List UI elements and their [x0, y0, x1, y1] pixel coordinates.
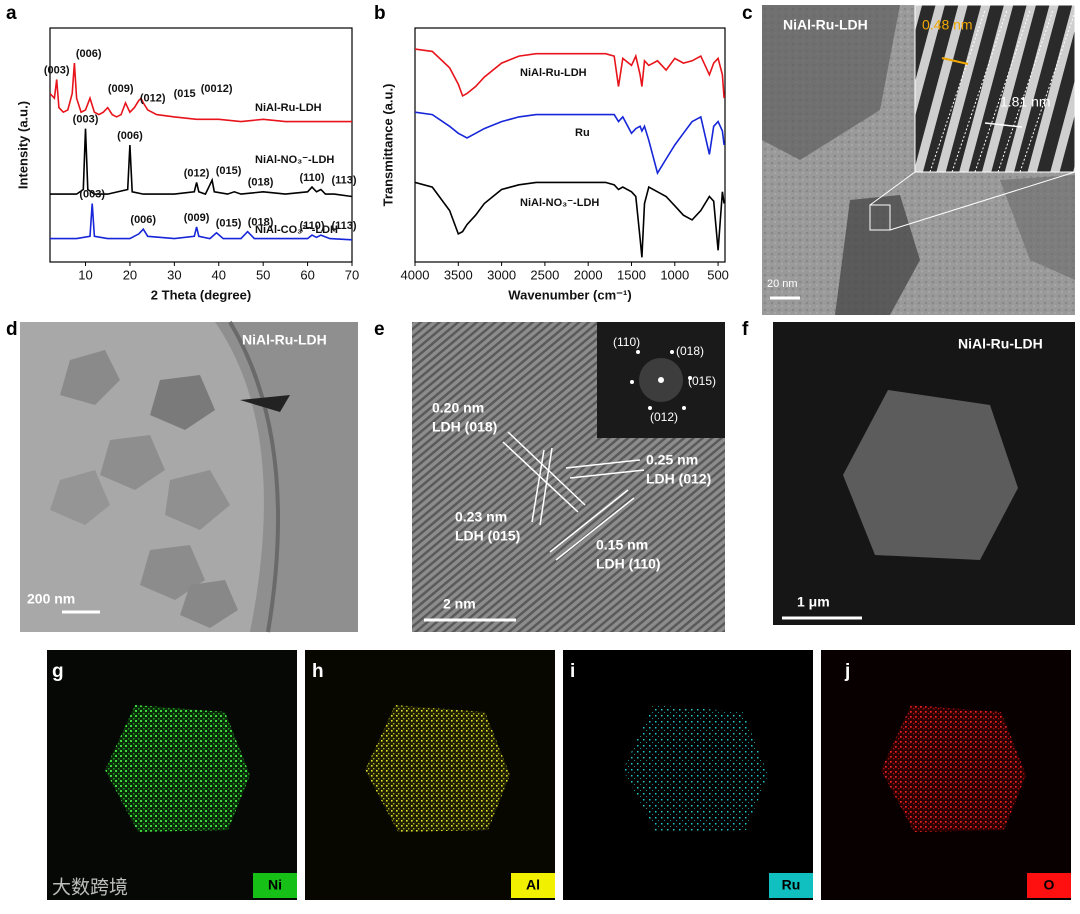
- panel-letter: g: [52, 661, 64, 682]
- fringe-plane: LDH (018): [432, 419, 497, 435]
- peak-label: (018): [248, 177, 274, 189]
- scale-label: 1 μm: [797, 594, 830, 610]
- panel-letter: c: [742, 3, 753, 24]
- panel-letter: d: [6, 319, 18, 340]
- series-label: NiAl-Ru-LDH: [255, 102, 322, 114]
- x-tick-label: 1500: [617, 267, 646, 282]
- x-tick-label: 3000: [487, 267, 516, 282]
- y-axis-title: Transmittance (a.u.): [380, 84, 395, 207]
- x-tick-label: 3500: [444, 267, 473, 282]
- fringe-plane: LDH (012): [646, 471, 711, 487]
- element-label: Ni: [268, 877, 282, 893]
- peak-label: (003): [44, 64, 70, 76]
- plot-frame: [414, 27, 726, 263]
- x-tick-label: 10: [78, 267, 92, 282]
- data-line: [415, 48, 725, 99]
- peak-label: (006): [130, 214, 156, 226]
- series-label: NiAl-NO₃⁻-LDH: [255, 154, 334, 166]
- series-label: Ru: [575, 127, 590, 139]
- x-tick-label: 60: [300, 267, 314, 282]
- eds-map: i Ru: [563, 650, 813, 900]
- fringe-plane: LDH (015): [455, 528, 520, 544]
- eds-map: j O: [821, 650, 1071, 900]
- peak-label: (003): [73, 114, 99, 126]
- plot-frame: [49, 27, 353, 263]
- peak-label: (012): [140, 92, 166, 104]
- series-label: NiAl-NO₃⁻-LDH: [520, 197, 599, 209]
- peak-label: (006): [76, 48, 102, 60]
- x-tick-label: 2500: [530, 267, 559, 282]
- peak-label: (015: [174, 88, 196, 100]
- peak-label: (006): [117, 130, 143, 142]
- spacing-label: 0.48 nm: [922, 17, 973, 33]
- x-tick-label: 500: [707, 267, 729, 282]
- panel-letter: a: [6, 3, 17, 24]
- x-tick-label: 20: [123, 267, 137, 282]
- peak-label: (009): [108, 83, 134, 95]
- data-line: [415, 111, 725, 176]
- fft-spot-label: (015): [688, 374, 716, 388]
- x-axis-title: Wavenumber (cm⁻¹): [508, 287, 631, 302]
- tem-image-c: [762, 4, 1076, 315]
- peak-label: (113): [331, 220, 356, 232]
- x-tick-label: 4000: [401, 267, 430, 282]
- data-line: [50, 128, 352, 198]
- peak-label: (003): [79, 188, 105, 200]
- peak-label: (0012): [201, 83, 233, 95]
- fringe-d: 0.23 nm: [455, 509, 507, 525]
- sample-label: NiAl-Ru-LDH: [783, 17, 868, 33]
- series-label: NiAl-Ru-LDH: [520, 67, 587, 79]
- x-tick-label: 50: [256, 267, 270, 282]
- scale-label: 2 nm: [443, 596, 476, 612]
- watermark: 大数跨境: [52, 877, 128, 899]
- peak-label: (015): [216, 218, 242, 230]
- scale-label: 20 nm: [767, 278, 798, 290]
- peak-label: (018): [248, 216, 274, 228]
- x-tick-label: 1000: [660, 267, 689, 282]
- x-tick-label: 30: [167, 267, 181, 282]
- panel-letter: j: [844, 661, 850, 682]
- hrtem-image-e: [412, 322, 725, 632]
- data-line: [415, 181, 725, 258]
- peak-label: (110): [299, 172, 324, 184]
- spacing-label: 1.81 nm: [1000, 94, 1051, 110]
- panel-letter: b: [374, 3, 386, 24]
- fft-spot-label: (018): [676, 344, 704, 358]
- panel-letter: i: [570, 661, 575, 682]
- fringe-d: 0.25 nm: [646, 452, 698, 468]
- peak-label: (009): [184, 212, 210, 224]
- fft-spot-label: (110): [613, 335, 640, 349]
- element-label: Ru: [782, 877, 801, 893]
- sample-label: NiAl-Ru-LDH: [958, 336, 1043, 352]
- sample-label: NiAl-Ru-LDH: [242, 332, 327, 348]
- eds-map: h Al: [305, 650, 555, 900]
- panel-letter: h: [312, 661, 324, 682]
- fringe-d: 0.20 nm: [432, 400, 484, 416]
- element-label: O: [1044, 877, 1055, 893]
- x-tick-label: 2000: [574, 267, 603, 282]
- fringe-d: 0.15 nm: [596, 537, 648, 553]
- series-label: NiAl-CO₃²⁻-LDH: [255, 224, 338, 236]
- data-line: [50, 203, 352, 241]
- element-label: Al: [526, 877, 540, 893]
- peak-label: (110): [299, 220, 324, 232]
- peak-label: (113): [331, 174, 356, 186]
- fringe-plane: LDH (110): [596, 556, 661, 572]
- peak-label: (015): [216, 165, 242, 177]
- panel-letter: e: [374, 319, 385, 340]
- data-line: [50, 63, 352, 123]
- haadf-image-f: [773, 322, 1075, 625]
- x-tick-label: 70: [345, 267, 359, 282]
- x-axis-title: 2 Theta (degree): [151, 287, 251, 302]
- scale-label: 200 nm: [27, 591, 75, 607]
- y-axis-title: Intensity (a.u.): [15, 101, 30, 189]
- eds-map: g Ni: [47, 650, 297, 900]
- fft-spot-label: (012): [650, 410, 678, 424]
- x-tick-label: 40: [212, 267, 226, 282]
- peak-label: (012): [184, 167, 210, 179]
- panel-letter: f: [742, 319, 749, 340]
- tem-image-d: [20, 320, 358, 633]
